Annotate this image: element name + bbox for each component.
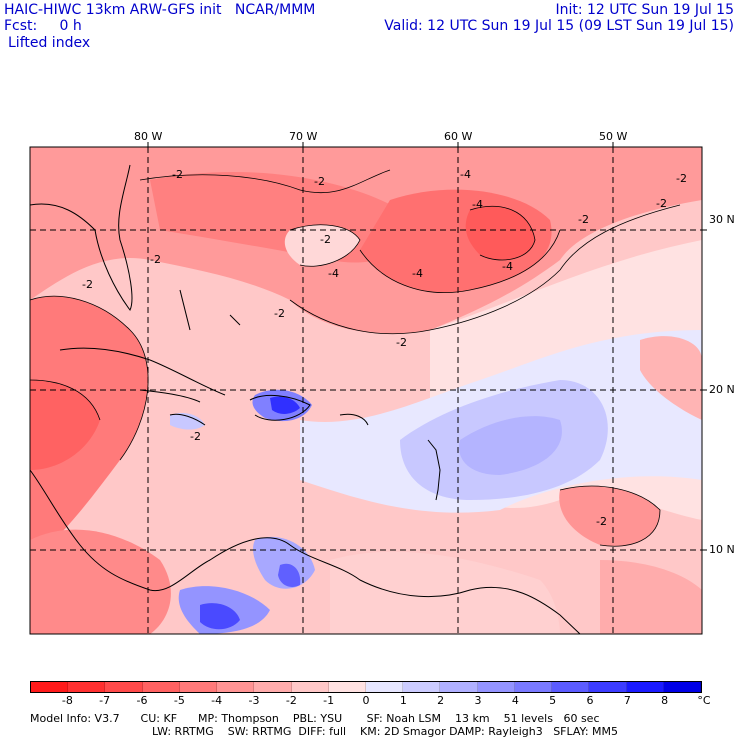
latitude-label: 30 N: [709, 213, 735, 226]
colorbar-swatch: [663, 682, 701, 692]
colorbar-tick-label: 8: [661, 694, 669, 707]
colorbar-swatch: [105, 682, 143, 692]
colorbar-swatch: [328, 682, 366, 692]
colorbar-tick-label: -5: [173, 694, 185, 707]
axis-ticks: [147, 142, 707, 551]
colorbar-tick-label: -1: [323, 694, 335, 707]
contour-label: -2: [314, 175, 325, 188]
contour-label: -2: [320, 233, 331, 246]
colorbar-swatch: [514, 682, 553, 692]
model-info-line1: Model Info: V3.7 CU: KF MP: Thompson PBL…: [30, 712, 600, 725]
contour-label: -4: [472, 198, 483, 211]
contour-label: -2: [150, 253, 161, 266]
contour-label: -4: [328, 267, 339, 280]
latitude-label: 20 N: [709, 383, 735, 396]
colorbar-swatch: [552, 682, 590, 692]
longitude-label: 50 W: [599, 130, 628, 143]
colorbar-tick-label: -2: [285, 694, 297, 707]
field-name: Lifted index: [8, 35, 91, 51]
colorbar-swatch: [217, 682, 255, 692]
colorbar-tick-label: 4: [511, 694, 519, 707]
longitude-label: 80 W: [134, 130, 163, 143]
contour-label: -2: [82, 278, 93, 291]
contour-label: -2: [396, 336, 407, 349]
colorbar-swatch: [626, 682, 664, 692]
contour-label: -2: [274, 307, 285, 320]
model-info-line2: LW: RRTMG SW: RRTMG DIFF: full KM: 2D Sm…: [152, 725, 618, 738]
contour-label: -4: [412, 267, 423, 280]
colorbar-tick-label: 0: [362, 694, 370, 707]
colorbar: [30, 681, 702, 693]
colorbar-swatch: [589, 682, 627, 692]
latitude-label: 10 N: [709, 543, 735, 556]
init-time: Init: 12 UTC Sun 19 Jul 15: [555, 2, 734, 18]
colorbar-swatch: [179, 682, 218, 692]
colorbar-swatch: [477, 682, 515, 692]
model-title: HAIC-HIWC 13km ARW-GFS init NCAR/MMM: [4, 2, 316, 18]
colorbar-tick-label: 1: [399, 694, 407, 707]
lifted-index-contours: [29, 169, 681, 547]
forecast-hour: Fcst: 0 h: [4, 18, 82, 34]
contour-label: -4: [502, 260, 513, 273]
colorbar-swatch: [403, 682, 441, 692]
colorbar-tick-label: -6: [136, 694, 148, 707]
colorbar-swatch: [254, 682, 292, 692]
colorbar-tick-label: 2: [437, 694, 445, 707]
colorbar-unit: °C: [697, 694, 711, 707]
contour-label: -2: [578, 213, 589, 226]
contour-label: -2: [172, 168, 183, 181]
colorbar-tick-label: -3: [248, 694, 260, 707]
contour-label: -4: [460, 168, 471, 181]
colorbar-tick-label: -7: [99, 694, 111, 707]
coastlines: [29, 164, 581, 635]
colorbar-swatch: [440, 682, 478, 692]
colorbar-tick-label: 7: [623, 694, 631, 707]
colorbar-tick-label: 3: [474, 694, 482, 707]
contour-label: -2: [656, 197, 667, 210]
longitude-label: 70 W: [289, 130, 318, 143]
colorbar-tick-label: 6: [586, 694, 594, 707]
colorbar-swatch: [68, 682, 106, 692]
valid-time: Valid: 12 UTC Sun 19 Jul 15 (09 LST Sun …: [384, 18, 734, 34]
colorbar-swatch: [31, 682, 69, 692]
colorbar-tick-label: -8: [61, 694, 73, 707]
contour-label: -2: [190, 430, 201, 443]
colorbar-swatch: [142, 682, 180, 692]
contour-label: -2: [596, 515, 607, 528]
colorbar-tick-label: -4: [211, 694, 223, 707]
contour-label: -2: [676, 172, 687, 185]
colorbar-tick-label: 5: [549, 694, 557, 707]
longitude-label: 60 W: [444, 130, 473, 143]
colorbar-swatch: [365, 682, 404, 692]
colorbar-swatch: [291, 682, 329, 692]
